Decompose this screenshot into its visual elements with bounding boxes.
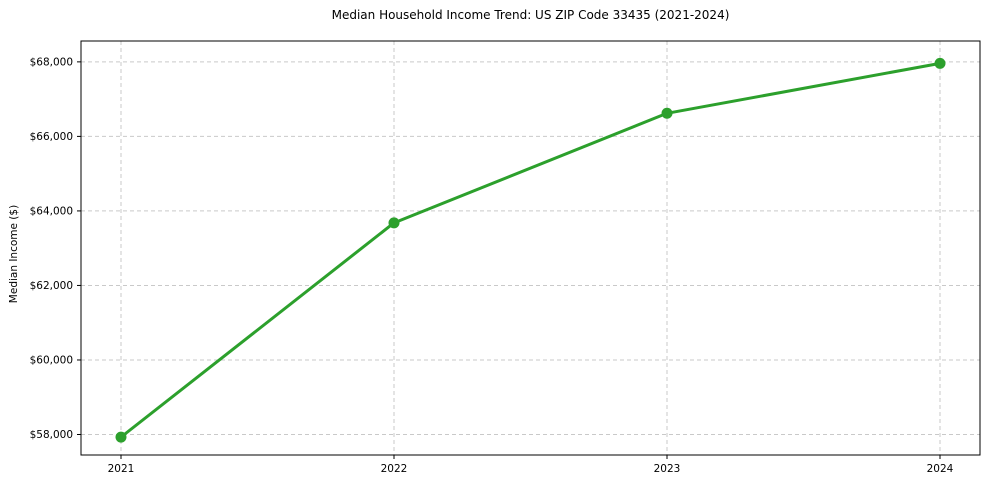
y-tick-label: $58,000	[30, 429, 73, 441]
x-tick-label: 2021	[108, 463, 135, 475]
data-point-2022	[388, 217, 400, 229]
x-tick-label: 2023	[654, 463, 681, 475]
y-tick-label: $64,000	[30, 205, 73, 217]
x-tick-label: 2022	[381, 463, 408, 475]
y-tick-label: $62,000	[30, 280, 73, 292]
x-tick-label: 2024	[927, 463, 954, 475]
trend-line	[119, 61, 942, 439]
data-point-2023	[661, 107, 673, 119]
y-tick-label: $66,000	[30, 131, 73, 143]
data-point-2021	[115, 431, 127, 443]
y-tick-label: $68,000	[30, 56, 73, 68]
data-point-2024	[934, 57, 946, 69]
plot-border	[80, 40, 981, 456]
y-tick-label: $60,000	[30, 354, 73, 366]
chart-title: Median Household Income Trend: US ZIP Co…	[331, 8, 730, 22]
